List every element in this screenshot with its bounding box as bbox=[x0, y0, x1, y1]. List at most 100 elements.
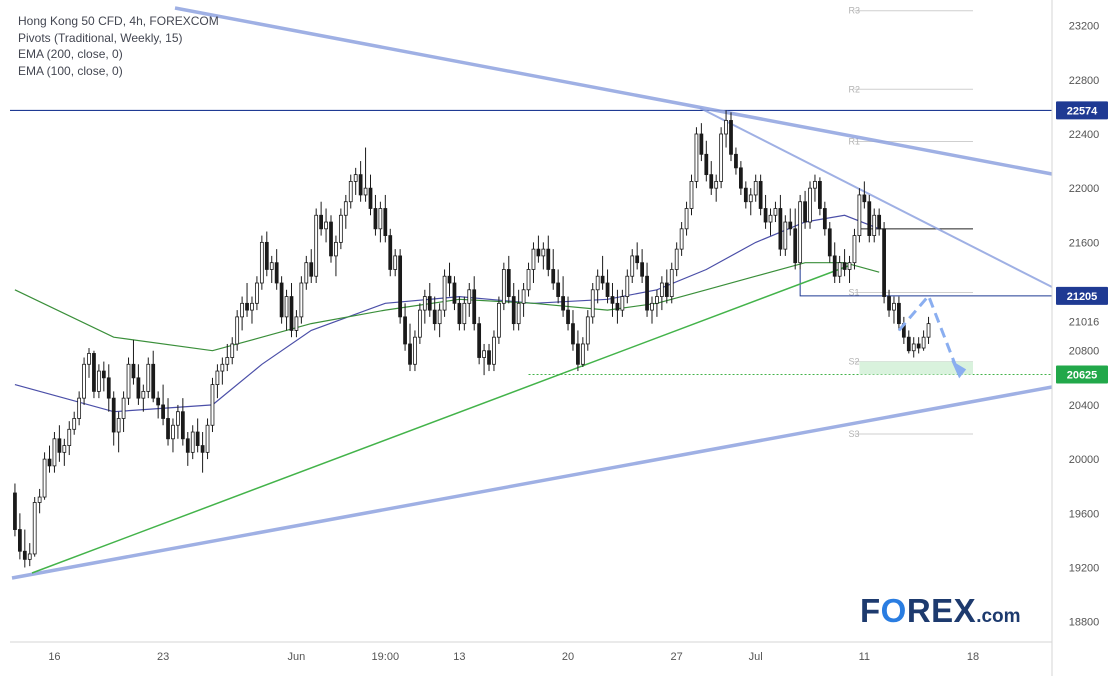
candle-body bbox=[541, 248, 546, 257]
candle-body bbox=[768, 214, 773, 223]
candle-body bbox=[729, 120, 733, 155]
candle bbox=[773, 201, 778, 223]
trendlines bbox=[10, 6, 1053, 580]
candle bbox=[704, 140, 709, 182]
candle-body bbox=[121, 397, 126, 419]
candle bbox=[259, 235, 264, 290]
candle bbox=[413, 330, 417, 372]
candle bbox=[225, 343, 230, 372]
candle bbox=[911, 337, 916, 358]
candle-body bbox=[259, 241, 264, 284]
candle bbox=[610, 283, 615, 317]
candle-body bbox=[585, 316, 590, 345]
candle bbox=[363, 147, 368, 202]
candle-body bbox=[146, 363, 151, 392]
candle-body bbox=[600, 275, 605, 284]
candle bbox=[551, 249, 556, 290]
x-tick-label: 20 bbox=[562, 651, 574, 663]
candle-body bbox=[739, 167, 743, 189]
candle-body bbox=[42, 458, 47, 498]
candle-body bbox=[378, 208, 383, 230]
candle-body bbox=[640, 262, 644, 277]
candle-body bbox=[97, 370, 101, 392]
candle-body bbox=[269, 262, 274, 270]
candle bbox=[857, 188, 862, 243]
candle bbox=[205, 418, 210, 460]
candle bbox=[176, 404, 180, 439]
candle-body bbox=[590, 289, 595, 318]
candle bbox=[743, 181, 748, 209]
logo-o: O bbox=[880, 592, 907, 629]
axes: 23200 22800 22400 22000 21600 21016 20800 20400… bbox=[10, 0, 1099, 676]
ema-200-line bbox=[14, 262, 880, 352]
candle-body bbox=[501, 269, 506, 304]
candle bbox=[482, 343, 486, 376]
candle bbox=[240, 296, 244, 331]
candle-body bbox=[13, 492, 17, 530]
candle bbox=[877, 208, 882, 236]
candle-body bbox=[580, 343, 585, 365]
candle-body bbox=[57, 438, 62, 453]
candle bbox=[324, 208, 328, 243]
candle-body bbox=[442, 275, 447, 311]
candle-body bbox=[422, 296, 427, 311]
pivot-label: R2 bbox=[848, 84, 860, 94]
candle bbox=[580, 337, 585, 367]
ascending-trendline-lower bbox=[11, 385, 1053, 580]
candle-body bbox=[704, 153, 709, 176]
candle-body bbox=[82, 363, 86, 399]
candle-body bbox=[635, 255, 640, 264]
candle-body bbox=[255, 282, 259, 304]
candle-body bbox=[492, 336, 496, 365]
candle bbox=[837, 255, 842, 284]
candle-body bbox=[353, 174, 358, 182]
candle bbox=[52, 432, 57, 473]
candle-body bbox=[240, 302, 244, 318]
candle bbox=[334, 235, 338, 277]
candle-body bbox=[798, 201, 803, 264]
descending-trendline-minor bbox=[699, 107, 1053, 288]
candle-body bbox=[22, 550, 27, 560]
candle-body bbox=[200, 445, 205, 453]
candle-body bbox=[338, 214, 343, 243]
candle bbox=[561, 276, 565, 317]
candle-body bbox=[734, 153, 738, 169]
candle bbox=[630, 249, 635, 284]
candle bbox=[378, 201, 383, 243]
logo-f: F bbox=[860, 592, 881, 629]
candle bbox=[615, 289, 620, 324]
candle-body bbox=[818, 181, 822, 209]
candle bbox=[250, 296, 254, 324]
candle bbox=[655, 289, 659, 317]
candle-body bbox=[699, 133, 704, 155]
candle bbox=[635, 242, 640, 270]
candle bbox=[906, 330, 911, 354]
candle-body bbox=[511, 296, 516, 325]
candle-body bbox=[215, 370, 220, 386]
candle bbox=[778, 194, 783, 256]
candle-body bbox=[111, 397, 116, 433]
candle-body bbox=[52, 438, 57, 467]
candle-body bbox=[857, 194, 862, 236]
candle bbox=[887, 289, 891, 317]
candle-body bbox=[403, 316, 407, 345]
projection-arrowhead bbox=[951, 360, 967, 379]
candle-body bbox=[719, 133, 724, 182]
candle-body bbox=[694, 133, 699, 182]
candle bbox=[418, 303, 422, 344]
candle-body bbox=[408, 343, 412, 365]
candle bbox=[506, 255, 511, 304]
candle bbox=[536, 235, 541, 263]
candle-body bbox=[921, 336, 926, 349]
candle bbox=[813, 174, 817, 202]
candle bbox=[57, 425, 62, 462]
candle-body bbox=[862, 194, 867, 203]
candle bbox=[842, 249, 847, 277]
candle bbox=[304, 255, 309, 290]
candle bbox=[319, 201, 323, 236]
candle-body bbox=[324, 221, 328, 230]
support-zone bbox=[859, 361, 973, 375]
candle-body bbox=[314, 214, 319, 277]
candle bbox=[497, 296, 501, 344]
